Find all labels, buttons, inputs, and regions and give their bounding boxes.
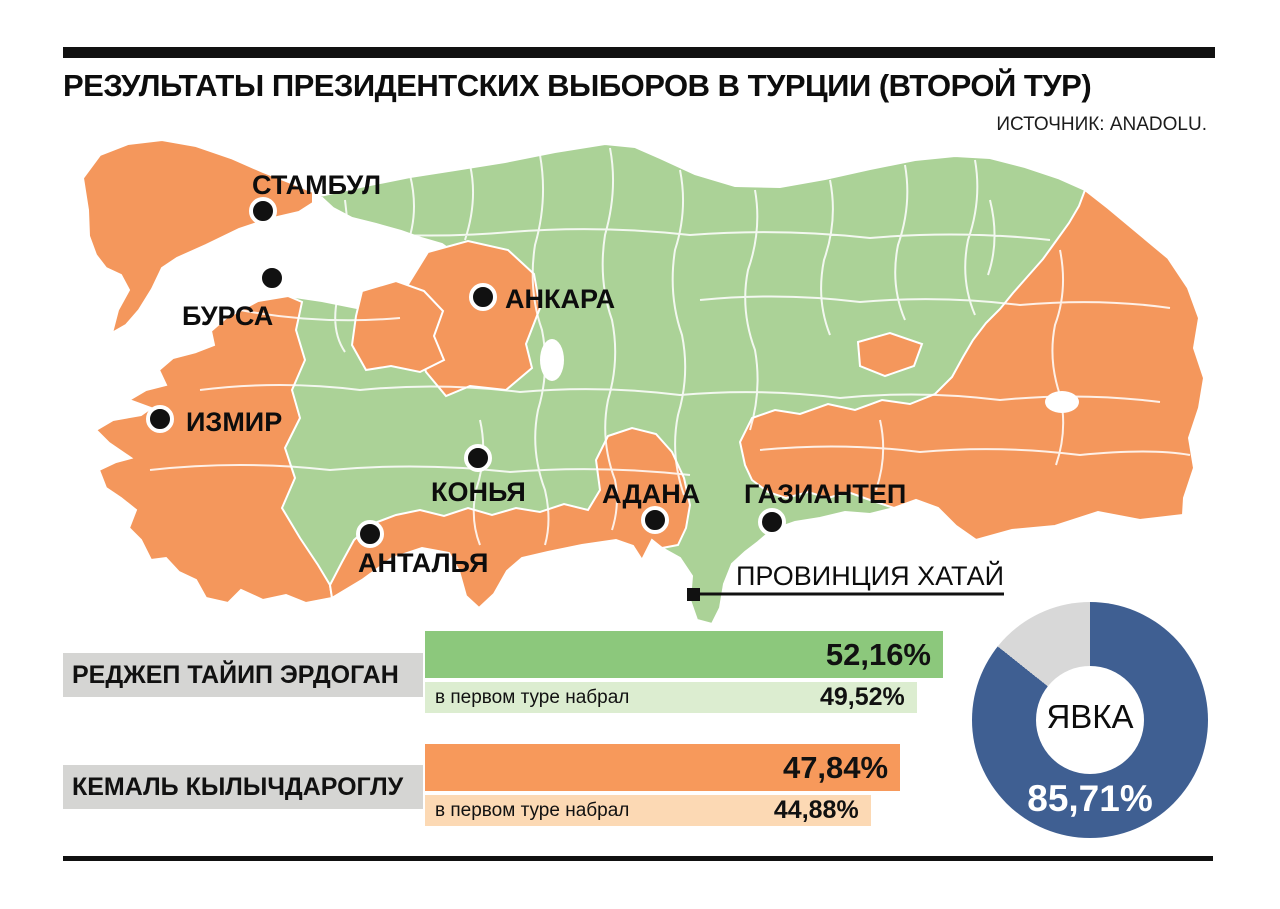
- city-marker-ankara: [469, 283, 497, 311]
- region-tunceli: [856, 331, 924, 378]
- turnout-label: ЯВКА: [1046, 698, 1134, 735]
- city-label-bursa: БУРСА: [182, 301, 273, 331]
- city-label-izmir: ИЗМИР: [186, 407, 282, 437]
- turnout-donut: ЯВКА 85,71%: [972, 602, 1208, 838]
- candidate-name-erdogan: РЕДЖЕП ТАЙИП ЭРДОГАН: [63, 653, 423, 697]
- city-marker-konya: [464, 444, 492, 472]
- city-label-ankara: АНКАРА: [505, 284, 615, 314]
- city-label-istanbul: СТАМБУЛ: [252, 170, 381, 200]
- erdogan-second-round-bar: 52,16%: [425, 631, 943, 678]
- lake-van: [1045, 391, 1079, 413]
- kilicdaroglu-first-round-value: 44,88%: [773, 796, 859, 824]
- candidate-name-kilicdaroglu: КЕМАЛЬ КЫЛЫЧДАРОГЛУ: [63, 765, 423, 809]
- kilicdaroglu-second-round-value: 47,84%: [782, 750, 889, 785]
- kilicdaroglu-provinces: [94, 188, 1206, 610]
- region-west-of-ankara: [350, 279, 446, 374]
- city-marker-istanbul: [249, 197, 277, 225]
- city-marker-adana: [641, 506, 669, 534]
- first-round-note: в первом туре набрал: [435, 687, 630, 708]
- city-marker-antalya: [356, 520, 384, 548]
- lake-tuz: [540, 339, 564, 381]
- hatay-callout: ПРОВИНЦИЯ ХАТАЙ: [687, 560, 1004, 601]
- city-label-gaziantep: ГАЗИАНТЕП: [744, 479, 906, 509]
- turnout-value: 85,71%: [1027, 778, 1153, 819]
- top-rule: [63, 47, 1215, 58]
- city-label-antalya: АНТАЛЬЯ: [358, 548, 488, 578]
- erdogan-first-round-bar: в первом туре набрал 49,52%: [425, 682, 917, 713]
- page-title: РЕЗУЛЬТАТЫ ПРЕЗИДЕНТСКИХ ВЫБОРОВ В ТУРЦИ…: [63, 68, 1092, 103]
- city-label-adana: АДАНА: [602, 479, 700, 509]
- first-round-note: в первом туре набрал: [435, 800, 630, 821]
- province-borders: [149, 147, 1191, 546]
- city-label-konya: КОНЬЯ: [431, 477, 526, 507]
- region-east: [738, 188, 1206, 542]
- city-markers: [146, 197, 786, 548]
- region-south-coast: [328, 426, 692, 610]
- bottom-rule: [63, 856, 1213, 861]
- hatay-marker-square: [687, 588, 700, 601]
- erdogan-first-round-value: 49,52%: [819, 683, 905, 711]
- kilicdaroglu-second-round-bar: 47,84%: [425, 744, 901, 791]
- donut-hole: [1036, 666, 1144, 774]
- city-marker-izmir: [146, 405, 174, 433]
- hatay-label: ПРОВИНЦИЯ ХАТАЙ: [736, 560, 1004, 591]
- city-marker-bursa: [258, 264, 286, 292]
- kilicdaroglu-first-round-bar: в первом туре набрал 44,88%: [425, 795, 871, 826]
- region-west-coast: [94, 294, 334, 605]
- erdogan-second-round-value: 52,16%: [825, 637, 931, 672]
- source-credit: ИСТОЧНИК: ANADOLU.: [996, 114, 1207, 135]
- city-marker-gaziantep: [758, 508, 786, 536]
